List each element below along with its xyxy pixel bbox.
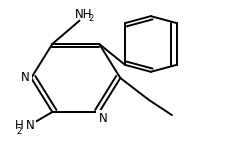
Text: NH: NH (75, 8, 92, 21)
Text: H: H (15, 119, 24, 132)
Text: 2: 2 (17, 127, 22, 136)
Text: N: N (26, 119, 34, 132)
Text: N: N (21, 71, 30, 85)
Text: N: N (98, 112, 107, 125)
Text: 2: 2 (89, 14, 94, 23)
